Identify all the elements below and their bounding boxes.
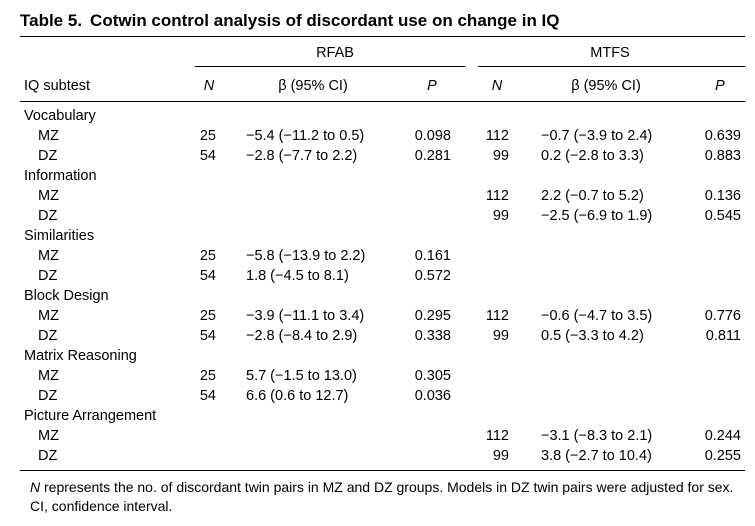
header-rule: [20, 101, 745, 102]
cell-mtfs-beta: −0.7 (−3.9 to 2.4): [541, 128, 653, 144]
cell-mtfs-n: 112: [485, 188, 509, 204]
cell-mtfs-n: 99: [492, 148, 509, 164]
cell-mtfs-n: 112: [485, 308, 509, 324]
cell-rfab-beta: 6.6 (0.6 to 12.7): [246, 388, 349, 404]
cell-rfab-p: 0.098: [414, 128, 451, 144]
cell-rfab-p: 0.036: [414, 388, 451, 404]
row-section-label: Information: [24, 168, 97, 184]
cell-mtfs-beta: 0.2 (−2.8 to 3.3): [541, 148, 644, 164]
cell-rfab-n: 54: [199, 268, 216, 284]
cell-rfab-beta: −2.8 (−8.4 to 2.9): [246, 328, 358, 344]
cell-rfab-p: 0.161: [414, 248, 451, 264]
table-caption: Cotwin control analysis of discordant us…: [90, 11, 560, 30]
cell-mtfs-p: 0.255: [704, 448, 741, 464]
cell-mtfs-p: 0.883: [704, 148, 741, 164]
footnote-lead: N: [30, 479, 41, 495]
column-header-mtfs-n: N: [491, 78, 503, 94]
table-title: Table 5. Cotwin control analysis of disco…: [20, 11, 560, 31]
cell-mtfs-n: 99: [492, 448, 509, 464]
cell-rfab-p: 0.572: [414, 268, 451, 284]
cell-rfab-beta: −5.8 (−13.9 to 2.2): [246, 248, 366, 264]
row-zygosity-label: DZ: [38, 268, 58, 284]
row-zygosity-label: MZ: [38, 248, 59, 264]
row-section-label: Similarities: [24, 228, 95, 244]
cell-mtfs-beta: −0.6 (−4.7 to 3.5): [541, 308, 653, 324]
row-zygosity-label: MZ: [38, 428, 59, 444]
row-section-label: Vocabulary: [24, 108, 96, 124]
cell-rfab-beta: −5.4 (−11.2 to 0.5): [246, 128, 365, 144]
cell-rfab-beta: −3.9 (−11.1 to 3.4): [246, 308, 365, 324]
bottom-rule: [20, 470, 745, 471]
column-header-mtfs-p: P: [715, 78, 725, 94]
cell-rfab-n: 54: [199, 328, 216, 344]
cell-mtfs-beta: −3.1 (−8.3 to 2.1): [541, 428, 653, 444]
cell-mtfs-p: 0.545: [704, 208, 741, 224]
cell-rfab-p: 0.305: [414, 368, 451, 384]
column-header-mtfs-beta: β (95% CI): [571, 78, 641, 94]
cell-rfab-beta: 1.8 (−4.5 to 8.1): [246, 268, 349, 284]
table-label: Table 5.: [20, 11, 83, 30]
cell-rfab-n: 54: [199, 388, 216, 404]
column-header-rfab-n: N: [203, 78, 215, 94]
group-header-mtfs: MTFS: [590, 45, 630, 61]
cell-mtfs-p: 0.639: [704, 128, 741, 144]
cell-mtfs-p: 0.776: [704, 308, 741, 324]
cell-rfab-beta: 5.7 (−1.5 to 13.0): [246, 368, 357, 384]
column-header-rfab-beta: β (95% CI): [278, 78, 348, 94]
row-zygosity-label: DZ: [38, 148, 58, 164]
group-rule-rfab: [195, 66, 465, 67]
cell-mtfs-p: 0.811: [705, 328, 741, 344]
row-zygosity-label: MZ: [38, 188, 59, 204]
cell-mtfs-p: 0.136: [704, 188, 741, 204]
cell-mtfs-beta: −2.5 (−6.9 to 1.9): [541, 208, 653, 224]
row-zygosity-label: DZ: [38, 388, 58, 404]
row-zygosity-label: MZ: [38, 308, 59, 324]
cell-rfab-p: 0.338: [414, 328, 451, 344]
row-zygosity-label: DZ: [38, 448, 58, 464]
row-zygosity-label: DZ: [38, 208, 58, 224]
row-section-label: Matrix Reasoning: [24, 348, 137, 364]
row-section-label: Block Design: [24, 288, 109, 304]
cell-mtfs-beta: 0.5 (−3.3 to 4.2): [541, 328, 644, 344]
top-rule: [20, 36, 745, 37]
cell-rfab-n: 25: [199, 248, 216, 264]
cell-rfab-p: 0.295: [414, 308, 451, 324]
cell-mtfs-beta: 2.2 (−0.7 to 5.2): [541, 188, 644, 204]
cell-rfab-n: 25: [199, 368, 216, 384]
row-section-label: Picture Arrangement: [24, 408, 157, 424]
cell-rfab-n: 25: [199, 128, 216, 144]
row-zygosity-label: MZ: [38, 368, 59, 384]
column-header-subtest: IQ subtest: [24, 78, 91, 94]
cell-mtfs-n: 99: [492, 208, 509, 224]
table-footnote: N represents the no. of discordant twin …: [30, 478, 745, 516]
column-header-rfab-p: P: [427, 78, 437, 94]
cell-rfab-beta: −2.8 (−7.7 to 2.2): [246, 148, 358, 164]
cell-mtfs-n: 112: [485, 428, 509, 444]
cell-rfab-p: 0.281: [414, 148, 451, 164]
cell-mtfs-beta: 3.8 (−2.7 to 10.4): [541, 448, 652, 464]
cell-mtfs-p: 0.244: [704, 428, 741, 444]
group-rule-mtfs: [478, 66, 745, 67]
cell-rfab-n: 25: [199, 308, 216, 324]
row-zygosity-label: DZ: [38, 328, 58, 344]
cell-rfab-n: 54: [199, 148, 216, 164]
footnote-text: represents the no. of discordant twin pa…: [30, 479, 734, 514]
row-zygosity-label: MZ: [38, 128, 59, 144]
cell-mtfs-n: 112: [485, 128, 509, 144]
cell-mtfs-n: 99: [492, 328, 509, 344]
group-header-rfab: RFAB: [316, 45, 354, 61]
